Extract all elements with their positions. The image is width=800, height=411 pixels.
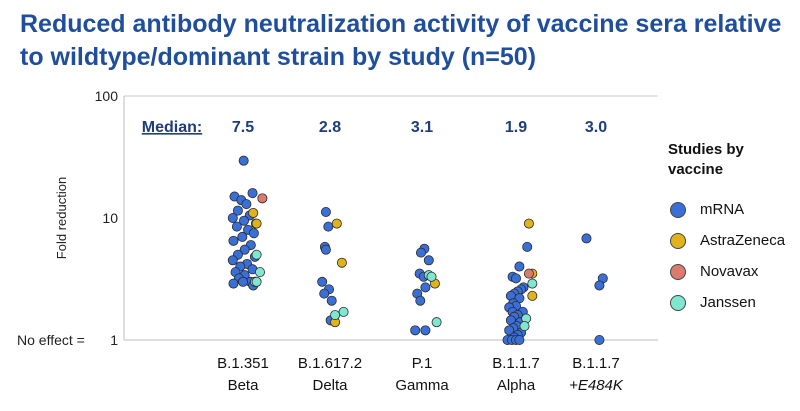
data-point-mrna xyxy=(420,282,431,293)
data-point-mrna xyxy=(237,231,248,242)
legend-item-astrazeneca: AstraZeneca xyxy=(668,225,800,256)
median-label: Median: xyxy=(142,119,202,136)
x-tick-label: B.1.1.7 xyxy=(572,355,620,372)
data-point-mrna xyxy=(228,235,239,246)
data-point-mrna xyxy=(320,206,331,217)
data-point-mrna xyxy=(237,276,248,287)
y-tick-label: 10 xyxy=(102,210,118,226)
no-effect-label: No effect = xyxy=(17,332,85,348)
legend-swatch xyxy=(670,232,686,249)
data-point-mrna xyxy=(319,288,330,299)
median-value: 3.1 xyxy=(411,119,433,136)
legend-item-novavax: Novavax xyxy=(668,256,800,287)
data-point-mrna xyxy=(232,205,243,216)
x-tick-label: B.1.617.2 xyxy=(298,355,362,372)
x-tick-sublabel: Beta xyxy=(228,377,260,394)
legend-item-janssen: Janssen xyxy=(668,287,800,318)
data-point-mrna xyxy=(323,221,334,232)
data-point-mrna xyxy=(231,221,242,232)
data-point-novavax xyxy=(523,268,534,279)
chart-title: Reduced antibody neutralization activity… xyxy=(20,10,782,71)
y-tick-label: 1 xyxy=(110,332,118,348)
data-point-mrna xyxy=(423,255,434,266)
data-point-janssen xyxy=(519,321,530,332)
legend: Studies by vaccine mRNA AstraZeneca Nova… xyxy=(668,140,800,318)
x-tick-sublabel: +E484K xyxy=(569,377,624,394)
data-points xyxy=(227,155,608,345)
data-point-janssen xyxy=(251,276,262,287)
data-point-astrazeneca xyxy=(331,218,342,229)
data-point-janssen xyxy=(426,271,437,282)
legend-label: Novavax xyxy=(700,263,759,280)
x-tick-label: B.1.1.7 xyxy=(492,355,540,372)
legend-swatch xyxy=(670,294,686,311)
medians: 7.5 2.8 3.1 1.9 3.0 xyxy=(232,119,607,136)
data-point-janssen xyxy=(338,306,349,317)
median-value: 7.5 xyxy=(232,119,254,136)
data-point-mrna xyxy=(241,199,252,210)
data-point-mrna xyxy=(320,244,331,255)
data-point-mrna xyxy=(228,278,239,289)
x-labels: B.1.351 Beta B.1.617.2 Delta P.1 Gamma B.1.1.7… xyxy=(217,355,624,394)
data-point-mrna xyxy=(248,228,259,239)
y-ticks: 100 10 1 No effect = xyxy=(17,88,118,348)
legend-label: mRNA xyxy=(700,201,745,218)
data-point-mrna xyxy=(594,280,605,291)
legend-swatch xyxy=(670,201,686,218)
data-point-janssen xyxy=(254,267,265,278)
legend-swatch xyxy=(670,263,686,280)
legend-label: Janssen xyxy=(700,294,756,311)
data-point-mrna xyxy=(326,295,337,306)
legend-title: Studies by vaccine xyxy=(668,141,744,178)
data-point-mrna xyxy=(247,188,258,199)
data-point-mrna xyxy=(514,261,525,272)
data-point-mrna xyxy=(510,273,521,284)
data-point-mrna xyxy=(239,215,250,226)
data-point-mrna xyxy=(415,247,426,258)
y-tick-label: 100 xyxy=(95,88,119,104)
data-point-mrna xyxy=(514,334,525,345)
data-point-astrazeneca xyxy=(336,257,347,268)
median-value: 3.0 xyxy=(585,119,607,136)
data-point-astrazeneca xyxy=(251,218,262,229)
data-point-janssen xyxy=(251,249,262,260)
data-point-mrna xyxy=(239,244,250,255)
data-point-novavax xyxy=(257,193,268,204)
data-point-janssen xyxy=(431,317,442,328)
data-point-mrna xyxy=(227,255,238,266)
data-point-mrna xyxy=(581,233,592,244)
data-point-mrna xyxy=(420,325,431,336)
data-point-mrna xyxy=(238,155,249,166)
data-point-mrna xyxy=(594,334,605,345)
median-value: 1.9 xyxy=(505,119,527,136)
y-axis-label: Fold reduction xyxy=(54,177,69,259)
data-point-mrna xyxy=(227,212,238,223)
data-point-mrna xyxy=(410,325,421,336)
x-tick-sublabel: Alpha xyxy=(497,377,536,394)
data-point-mrna xyxy=(522,241,533,252)
data-point-astrazeneca xyxy=(523,218,534,229)
x-tick-label: P.1 xyxy=(412,355,433,372)
data-point-astrazeneca xyxy=(527,290,538,301)
legend-item-mrna: mRNA xyxy=(668,194,800,225)
median-value: 2.8 xyxy=(319,119,341,136)
data-point-mrna xyxy=(504,325,515,336)
x-tick-label: B.1.351 xyxy=(217,355,269,372)
x-tick-sublabel: Delta xyxy=(312,377,348,394)
legend-label: AstraZeneca xyxy=(700,232,786,249)
data-point-janssen xyxy=(330,310,341,321)
data-point-astrazeneca xyxy=(248,207,259,218)
data-point-janssen xyxy=(527,278,538,289)
data-point-mrna xyxy=(415,295,426,306)
data-point-mrna xyxy=(317,276,328,287)
x-tick-sublabel: Gamma xyxy=(395,377,449,394)
